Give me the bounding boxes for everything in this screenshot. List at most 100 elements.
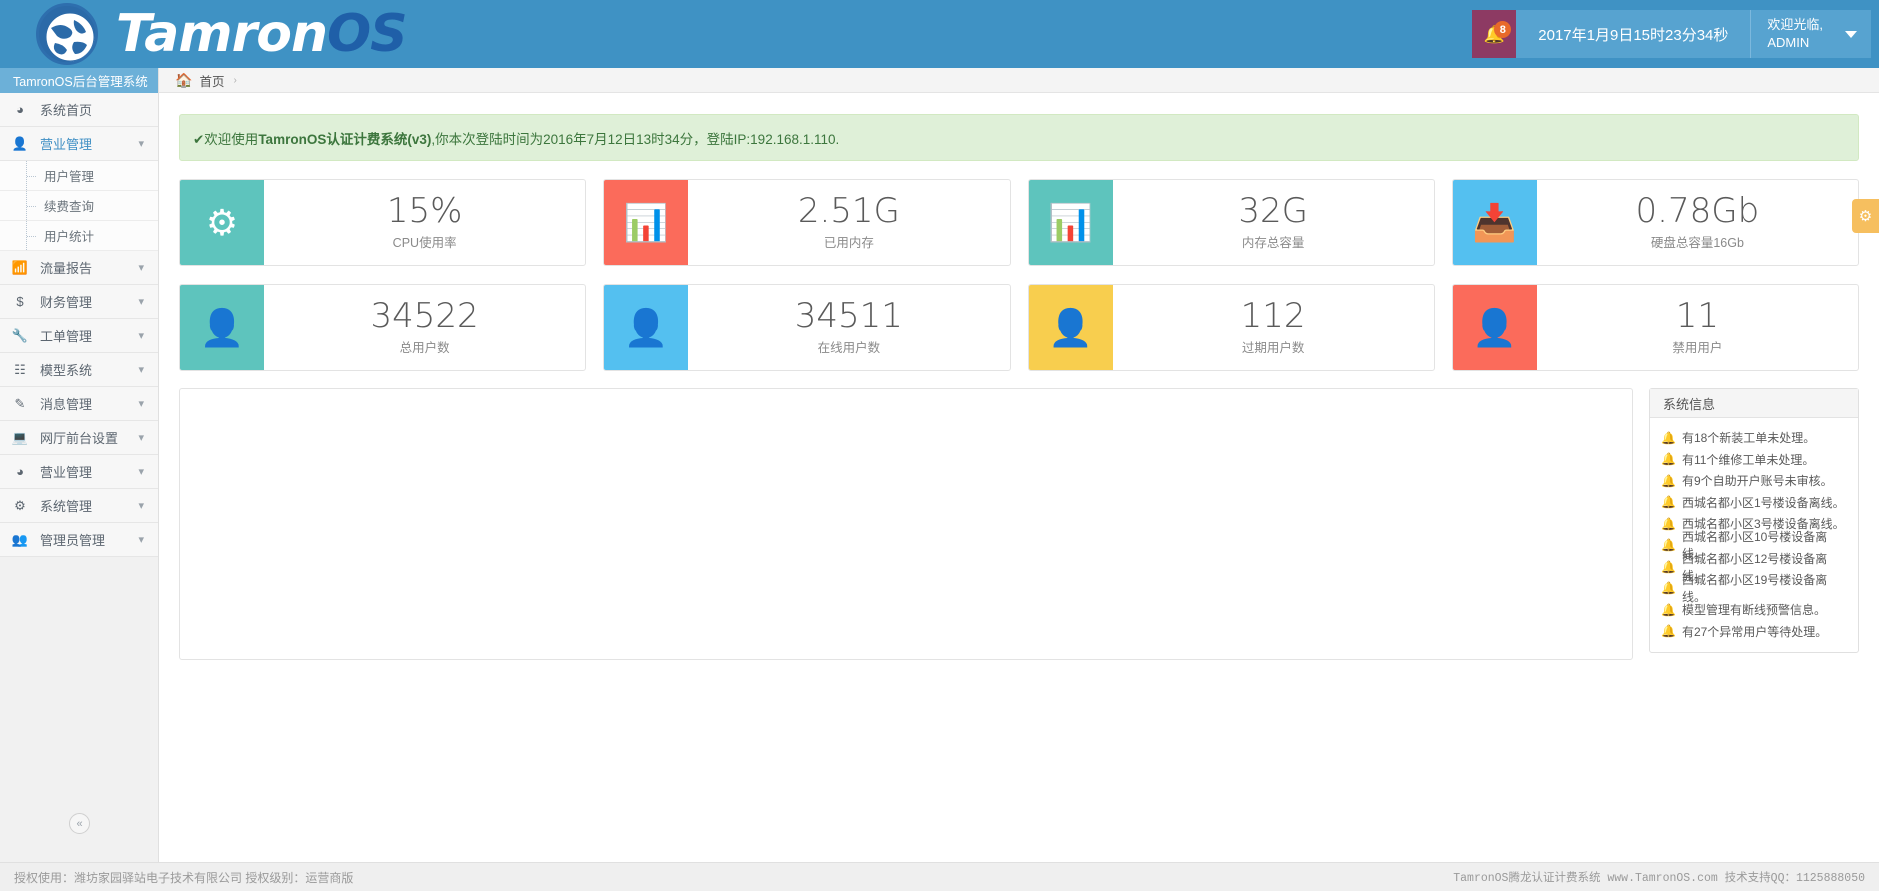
top-header-bar: TamronOS 🔔 8 2017年1月9日15时23分34秒 欢迎光临, AD… — [0, 0, 1879, 68]
stat-card[interactable]: 📥 0.78Gb 硬盘总容量16Gb — [1451, 179, 1859, 266]
sidebar-item-0[interactable]: ◕ 系统首页 — [0, 93, 158, 127]
system-info-item-text: 西城名都小区12号楼设备离线。 — [1681, 551, 1828, 583]
stat-card-body: 2.51G 已用内存 — [688, 180, 1009, 265]
users-icon: 👥 — [11, 531, 29, 547]
stat-cards-row-2: 👤 34522 总用户数 👤 34511 在线用户数 👤 112 过期用户数 👤 11 禁用用户 — [179, 284, 1859, 371]
system-info-item[interactable]: 🔔 西城名都小区12号楼设备离线。 — [1650, 552, 1858, 583]
sidebar-item-3[interactable]: $ 财务管理 ▾ — [0, 285, 158, 319]
bell-icon: 🔔 — [1661, 430, 1676, 445]
stat-card-body: 15% CPU使用率 — [264, 180, 585, 265]
sidebar-item-label: 模型系统 — [40, 363, 93, 378]
stat-card-value: 15% — [386, 190, 463, 231]
stat-card[interactable]: 👤 34522 总用户数 — [179, 284, 587, 371]
stat-card-label: 禁用用户 — [1672, 341, 1723, 356]
chevron-down-icon: ▾ — [138, 296, 144, 308]
stat-card-body: 34511 在线用户数 — [688, 285, 1009, 370]
notification-button[interactable]: 🔔 8 — [1472, 10, 1517, 58]
chevron-down-icon — [1845, 30, 1857, 38]
breadcrumb-separator: › — [233, 74, 237, 86]
stat-card-label: 过期用户数 — [1241, 341, 1305, 356]
system-info-item[interactable]: 🔔 西城名都小区10号楼设备离线。 — [1650, 530, 1858, 561]
stat-card-label: 已用内存 — [823, 236, 874, 251]
sidebar-menu: ◕ 系统首页 👤 营业管理 ▾ 用户管理 续费查询 用户统计 📶 流量报告 ▾ $ 财务管理 ▾ 🔧 工单管理… — [0, 93, 158, 557]
stat-card-body: 0.78Gb 硬盘总容量16Gb — [1537, 180, 1858, 265]
stat-card[interactable]: 👤 112 过期用户数 — [1027, 284, 1435, 371]
bell-icon: 🔔 — [1661, 602, 1676, 617]
stat-card[interactable]: 👤 34511 在线用户数 — [603, 284, 1011, 371]
sidebar-collapse-button[interactable]: « — [69, 813, 90, 834]
user-icon: 👤 — [604, 285, 689, 370]
bell-icon: 🔔 — [1661, 559, 1676, 574]
sidebar-item-2[interactable]: 📶 流量报告 ▾ — [0, 251, 158, 285]
system-info-list: 🔔 有18个新装工单未处理。 🔔 有11个维修工单未处理。 🔔 有9个自助开户账号未审核。… — [1650, 418, 1858, 652]
settings-fab-button[interactable]: ⚙ — [1852, 199, 1879, 233]
bell-icon: 🔔 — [1661, 473, 1676, 488]
system-info-item-text: 有9个自助开户账号未审核。 — [1681, 474, 1833, 489]
brand-title: TamronOS — [116, 8, 408, 60]
welcome-alert-strong: TamronOS认证计费系统(v3) — [258, 131, 432, 147]
chart-panel — [179, 388, 1633, 660]
system-info-item-text: 有18个新装工单未处理。 — [1681, 431, 1816, 446]
sidebar-item-label: 营业管理 — [40, 137, 93, 152]
stat-card[interactable]: 📊 32G 内存总容量 — [1027, 179, 1435, 266]
sidebar-item-7[interactable]: 💻 网厅前台设置 ▾ — [0, 421, 158, 455]
system-info-item-text: 西城名都小区19号楼设备离线。 — [1681, 573, 1828, 605]
footer: 授权使用：潍坊家园驿站电子技术有限公司 授权级别：运营商版 TamronOS腾龙… — [0, 862, 1879, 891]
sidebar-item-10[interactable]: 👥 管理员管理 ▾ — [0, 523, 158, 557]
sidebar-subitem-1-0[interactable]: 用户管理 — [0, 161, 158, 191]
sidebar-item-6[interactable]: ✎ 消息管理 ▾ — [0, 387, 158, 421]
sidebar-item-label: 营业管理 — [40, 465, 93, 480]
system-info-item-text: 有11个维修工单未处理。 — [1681, 452, 1815, 467]
system-info-item[interactable]: 🔔 西城名都小区19号楼设备离线。 — [1650, 573, 1858, 604]
system-info-item[interactable]: 🔔 西城名都小区3号楼设备离线。 — [1650, 513, 1858, 535]
home-icon[interactable]: 🏠 — [175, 71, 193, 88]
barchart-icon: 📊 — [1028, 180, 1113, 265]
rss-icon: 📶 — [11, 259, 29, 275]
system-info-title: 系统信息 — [1650, 389, 1858, 418]
bell-icon: 🔔 — [1661, 581, 1676, 596]
sidebar-item-label: 系统管理 — [40, 499, 93, 514]
stat-card-body: 11 禁用用户 — [1537, 285, 1858, 370]
user-name: ADMIN — [1767, 35, 1810, 50]
stat-card-body: 32G 内存总容量 — [1113, 180, 1434, 265]
notification-badge: 8 — [1494, 21, 1512, 38]
sidebar-item-1[interactable]: 👤 营业管理 ▾ — [0, 127, 158, 161]
breadcrumb-label[interactable]: 首页 — [199, 74, 225, 89]
stat-card-value: 0.78Gb — [1635, 190, 1760, 231]
sidebar-item-label: 网厅前台设置 — [40, 431, 119, 446]
footer-license-text: 授权使用：潍坊家园驿站电子技术有限公司 授权级别：运营商版 — [14, 870, 354, 885]
sidebar-item-5[interactable]: ☷ 模型系统 ▾ — [0, 353, 158, 387]
sidebar-subitem-1-2[interactable]: 用户统计 — [0, 221, 158, 251]
system-info-item-text: 西城名都小区1号楼设备离线。 — [1681, 495, 1845, 510]
sidebar-item-9[interactable]: ⚙ 系统管理 ▾ — [0, 489, 158, 523]
sidebar-item-4[interactable]: 🔧 工单管理 ▾ — [0, 319, 158, 353]
stat-card[interactable]: 👤 11 禁用用户 — [1451, 284, 1859, 371]
user-greeting: 欢迎光临, — [1767, 17, 1823, 33]
stat-card-body: 112 过期用户数 — [1113, 285, 1434, 370]
bell-icon: 🔔 — [1661, 538, 1676, 553]
stat-card-value: 32G — [1238, 190, 1308, 231]
system-info-item[interactable]: 🔔 西城名都小区1号楼设备离线。 — [1650, 492, 1858, 514]
sidebar-subitem-1-1[interactable]: 续费查询 — [0, 191, 158, 221]
bell-icon: 🔔 — [1661, 452, 1676, 467]
user-icon: 👤 — [1028, 285, 1113, 370]
system-info-item[interactable]: 🔔 有18个新装工单未处理。 — [1650, 427, 1858, 449]
stat-card[interactable]: ⚙ 15% CPU使用率 — [179, 179, 587, 266]
chevron-down-icon: ▾ — [138, 398, 144, 410]
stat-card-value: 34522 — [370, 295, 479, 336]
system-info-item[interactable]: 🔔 有9个自助开户账号未审核。 — [1650, 470, 1858, 492]
sidebar-item-label: 管理员管理 — [40, 533, 106, 548]
system-info-item[interactable]: 🔔 模型管理有断线预警信息。 — [1650, 599, 1858, 621]
inbox-icon: 📥 — [1452, 180, 1537, 265]
stat-card[interactable]: 📊 2.51G 已用内存 — [603, 179, 1011, 266]
sitemap-icon: ☷ — [14, 361, 26, 377]
system-info-item[interactable]: 🔔 有27个异常用户等待处理。 — [1650, 621, 1858, 643]
sidebar-submenu-1: 用户管理 续费查询 用户统计 — [0, 161, 158, 251]
system-info-item[interactable]: 🔔 有11个维修工单未处理。 — [1650, 449, 1858, 471]
welcome-alert-prefix: ✔欢迎使用 — [193, 131, 259, 147]
brand-logo-area[interactable]: TamronOS — [0, 3, 408, 65]
dashboard-icon: ◕ — [16, 102, 24, 117]
sidebar-item-8[interactable]: ◕ 营业管理 ▾ — [0, 455, 158, 489]
sidebar-title: TamronOS后台管理系统 — [0, 68, 158, 93]
user-menu-button[interactable]: 欢迎光临, ADMIN — [1750, 10, 1871, 58]
